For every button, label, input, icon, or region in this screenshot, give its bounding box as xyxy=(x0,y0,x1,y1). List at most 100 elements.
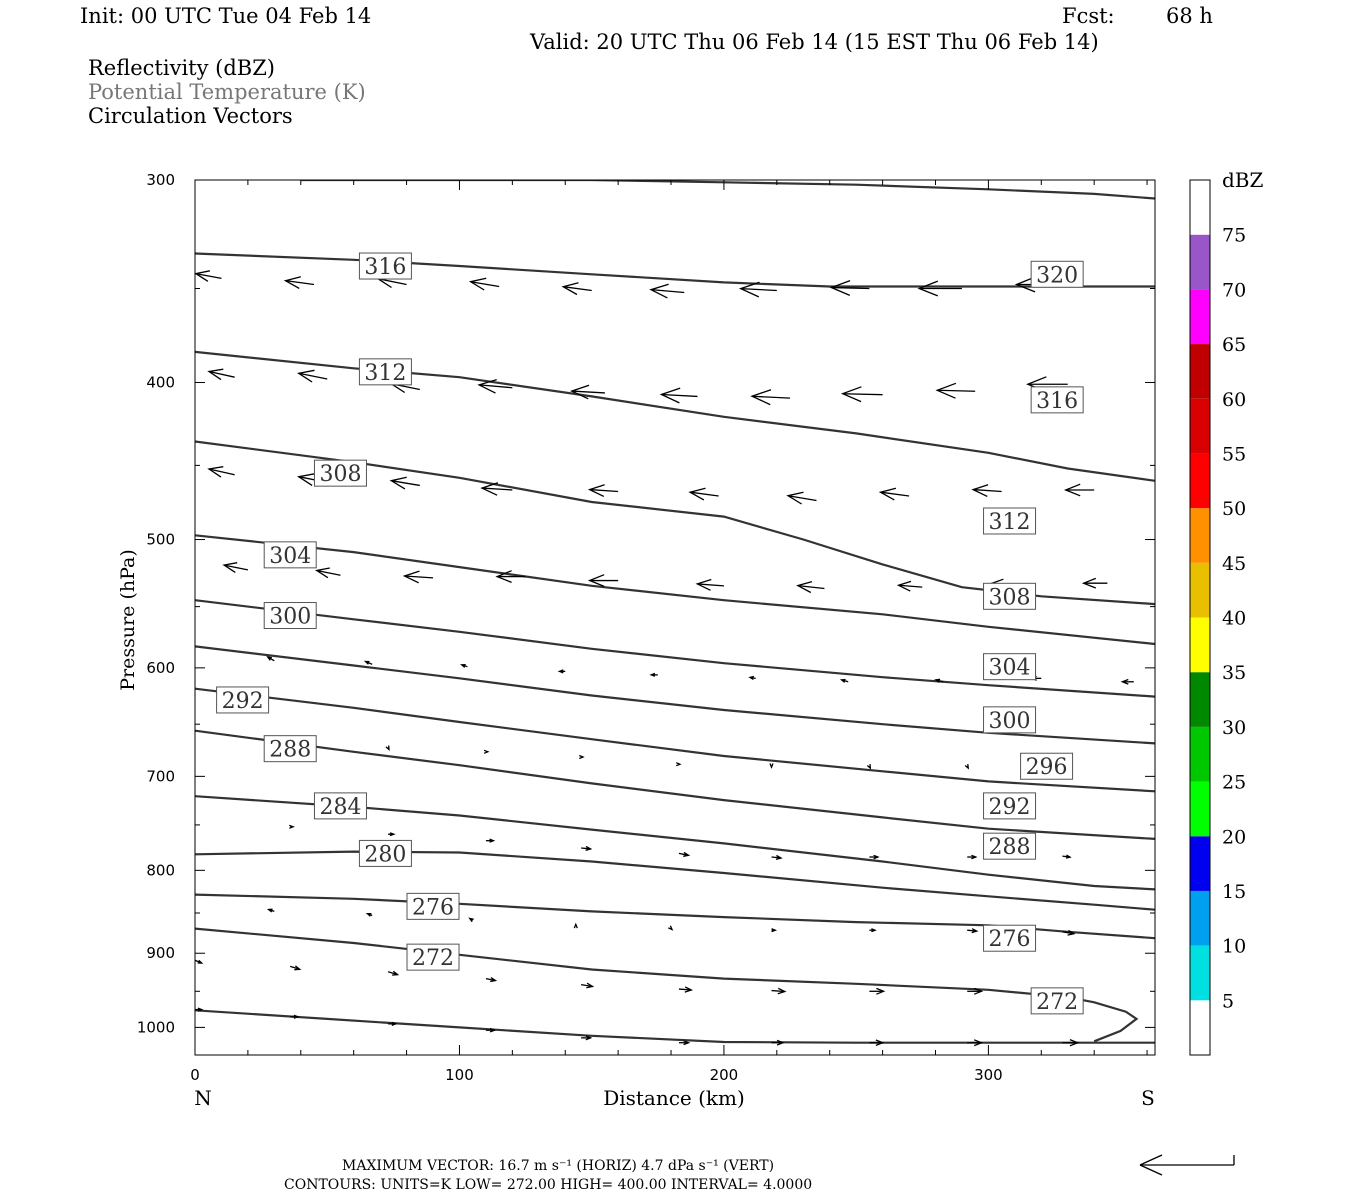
colorbar-segment xyxy=(1190,726,1210,782)
field-potential-temperature: Potential Temperature (K) xyxy=(88,80,366,104)
circulation-vector xyxy=(869,854,880,860)
circulation-vector xyxy=(485,838,496,843)
svg-text:296: 296 xyxy=(1026,755,1068,780)
theta-contour-320 xyxy=(300,180,1155,200)
dbz-colorbar: 5 10 15 20 25 30 35 40 45 50 55 60 65 70 75 xyxy=(1189,179,1246,1056)
circulation-vector xyxy=(678,986,694,993)
circulation-vector xyxy=(581,982,595,989)
svg-text:280: 280 xyxy=(364,842,406,867)
circulation-vector xyxy=(477,378,513,394)
colorbar-segment xyxy=(1190,781,1210,837)
svg-text:276: 276 xyxy=(989,927,1031,952)
colorbar-segment xyxy=(1190,945,1210,1001)
circulation-vector xyxy=(389,476,420,490)
y-tick-label: 1000 xyxy=(137,1018,175,1036)
colorbar-segment xyxy=(1190,180,1210,235)
svg-text:320: 320 xyxy=(1036,263,1078,288)
contour-label: 308 xyxy=(983,582,1037,610)
contour-label: 312 xyxy=(358,358,412,386)
circulation-vector xyxy=(387,970,400,976)
circulation-vector xyxy=(483,749,490,754)
colorbar-segment xyxy=(1190,617,1210,673)
circulation-vector xyxy=(1062,929,1076,936)
circulation-vector xyxy=(678,851,691,857)
colorbar-segment xyxy=(1190,890,1210,946)
circulation-vector xyxy=(1120,678,1134,685)
theta-contour-304 xyxy=(195,534,1155,646)
svg-text:316: 316 xyxy=(1036,389,1078,414)
circulation-vector xyxy=(569,384,605,400)
circulation-vector xyxy=(866,764,872,770)
circulation-vector xyxy=(934,678,944,683)
theta-contour-296 xyxy=(195,645,1155,745)
colorbar-segment xyxy=(1190,1000,1210,1055)
svg-text:288: 288 xyxy=(989,835,1031,860)
svg-text:304: 304 xyxy=(269,544,311,569)
contour-label: 272 xyxy=(1030,987,1084,1015)
colorbar-segment xyxy=(1190,836,1210,891)
circulation-vector xyxy=(967,987,984,995)
forecast-hour: 68 h xyxy=(1166,4,1213,28)
contour-label: 276 xyxy=(983,924,1037,952)
circulation-vector xyxy=(573,922,578,929)
contour-label: 320 xyxy=(1030,260,1084,288)
contour-label: 280 xyxy=(358,839,412,867)
colorbar-label: 25 xyxy=(1222,772,1246,794)
contour-info: CONTOURS: UNITS=K LOW= 272.00 HIGH= 400.… xyxy=(284,1177,813,1193)
svg-text:312: 312 xyxy=(989,510,1031,535)
theta-contour-288 xyxy=(195,729,1155,840)
circulation-vector xyxy=(738,281,777,298)
svg-text:308: 308 xyxy=(989,585,1031,610)
theta-contour-300 xyxy=(195,599,1155,698)
y-tick-label: 300 xyxy=(146,171,175,189)
circulation-vector xyxy=(1062,1038,1080,1047)
contour-label: 304 xyxy=(263,541,317,569)
colorbar-segment xyxy=(1190,453,1210,509)
circulation-vector xyxy=(1081,577,1108,589)
circulation-vector xyxy=(796,580,825,594)
colorbar-title: dBZ xyxy=(1222,168,1264,192)
circulation-vector xyxy=(468,917,474,923)
contour-label: 316 xyxy=(1030,386,1084,414)
circulation-vector xyxy=(314,567,341,579)
circulation-vector xyxy=(649,283,685,299)
contour-label: 308 xyxy=(313,459,367,487)
svg-text:316: 316 xyxy=(364,255,406,280)
y-tick-label: 400 xyxy=(146,373,175,391)
circulation-vector xyxy=(668,925,674,931)
plot-frame xyxy=(194,179,1156,1056)
colorbar-label: 70 xyxy=(1222,279,1246,301)
theta-contours xyxy=(195,180,1155,1044)
circulation-vector xyxy=(587,574,619,588)
x-tick-label: 200 xyxy=(710,1066,739,1084)
colorbar-segment xyxy=(1190,672,1210,727)
contour-labels: 316 3203123163083123043083003042923002882… xyxy=(216,252,1084,1015)
colorbar-label: 30 xyxy=(1222,717,1246,739)
contour-label: 296 xyxy=(1020,752,1074,780)
circulation-vector xyxy=(579,754,585,760)
circulation-vector xyxy=(388,1021,398,1027)
circulation-vector xyxy=(771,854,783,861)
theta-contour-292 xyxy=(195,687,1155,793)
circulation-vector xyxy=(695,578,724,591)
circulation-vector xyxy=(1063,483,1095,497)
theta-contour-280 xyxy=(195,850,1155,911)
circulation-vector xyxy=(468,277,500,291)
circulation-vector xyxy=(283,276,315,289)
circulation-vector xyxy=(561,282,592,296)
colorbar-segment xyxy=(1190,508,1210,563)
circulation-vector xyxy=(967,1039,984,1047)
circulation-vector xyxy=(290,965,302,971)
x-tick-label: 100 xyxy=(445,1066,474,1084)
colorbar-label: 15 xyxy=(1222,881,1246,903)
colorbar-label: 35 xyxy=(1222,662,1246,684)
colorbar-segment xyxy=(1190,234,1210,290)
svg-text:308: 308 xyxy=(319,462,361,487)
circulation-vector xyxy=(207,368,235,381)
colorbar-segment xyxy=(1190,344,1210,399)
theta-contour-surface xyxy=(195,1009,1155,1044)
svg-text:304: 304 xyxy=(989,656,1031,681)
svg-text:312: 312 xyxy=(364,361,406,386)
svg-text:284: 284 xyxy=(319,795,361,820)
